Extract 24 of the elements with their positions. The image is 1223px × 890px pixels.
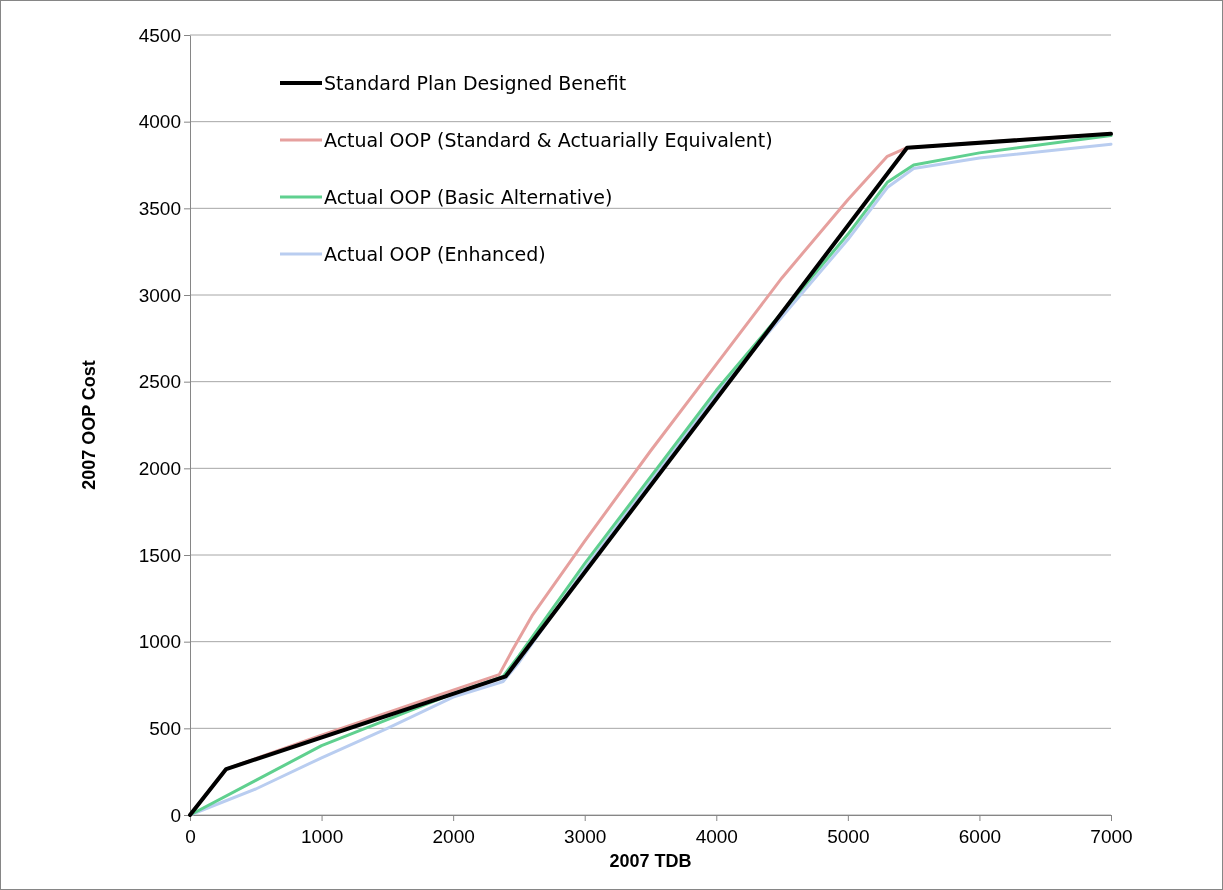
x-tick-label: 0 (185, 826, 196, 847)
y-axis-title: 2007 OOP Cost (79, 360, 99, 490)
y-tick-label: 1000 (138, 631, 181, 653)
x-tick-label: 4000 (695, 826, 738, 847)
y-tick-label: 3500 (138, 197, 181, 219)
y-tick-label: 3000 (138, 284, 181, 306)
x-tick-label: 1000 (300, 826, 344, 847)
x-axis-title: 2007 TDB (609, 851, 692, 871)
legend-label: Actual OOP (Enhanced) (324, 242, 546, 265)
y-tick-label: 2000 (138, 457, 181, 479)
legend-label: Standard Plan Designed Benefit (324, 71, 627, 94)
x-tick-label: 6000 (958, 826, 1002, 847)
x-tick-label: 7000 (1090, 826, 1133, 847)
y-tick-label: 500 (149, 717, 181, 739)
legend-label: Actual OOP (Standard & Actuarially Equivalent) (324, 128, 773, 151)
y-tick-label: 0 (170, 804, 181, 826)
legend-label: Actual OOP (Basic Alternative) (324, 185, 613, 208)
x-tick-label: 5000 (827, 826, 870, 847)
y-tick-label: 2500 (138, 371, 181, 393)
y-tick-label: 1500 (138, 544, 181, 566)
y-tick-label: 4000 (138, 111, 181, 133)
x-tick-label: 3000 (564, 826, 607, 847)
x-tick-label: 2000 (432, 826, 475, 847)
y-tick-label: 4500 (138, 24, 181, 46)
